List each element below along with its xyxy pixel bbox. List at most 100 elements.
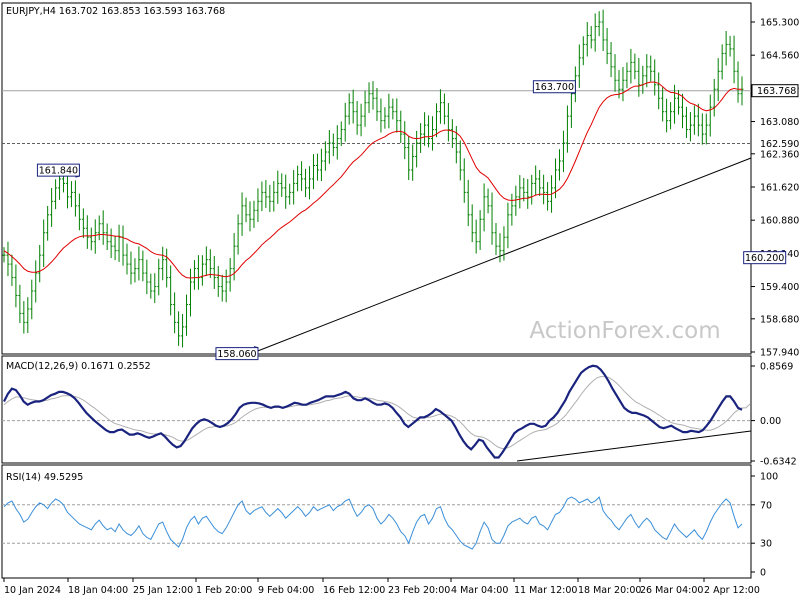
ohlc-bar [188, 268, 192, 317]
ohlc-bar [89, 227, 93, 251]
ohlc-bar [434, 103, 438, 138]
annotation-leader [75, 175, 80, 178]
ohlc-bar [268, 184, 272, 213]
x-tick-label: 10 Jan 2024 [4, 585, 61, 596]
price-tick-label: 158.680 [760, 314, 799, 325]
ohlc-bar [645, 54, 649, 88]
ohlc-bar [621, 67, 625, 102]
ohlc-bar [177, 311, 181, 346]
ohlc-bar [673, 84, 677, 124]
ohlc-bar [181, 314, 185, 348]
ohlc-bar [462, 158, 466, 203]
price-annotations: 161.840158.060163.700160.200165.330162.5… [36, 80, 787, 361]
price-trendline [249, 157, 752, 355]
ohlc-bar [200, 255, 204, 286]
macd-signal-line [3, 376, 751, 450]
ohlc-bar [546, 182, 550, 211]
ohlc-bar [478, 210, 482, 250]
ohlc-bar [486, 188, 490, 214]
ohlc-bar [657, 72, 661, 110]
ohlc-bar [712, 78, 716, 117]
annotation-label: 158.060 [217, 349, 256, 360]
ohlc-bar [14, 264, 18, 308]
level-price-axis-label: 162.590 [760, 139, 799, 150]
annotation-leader [253, 346, 259, 349]
ohlc-bar [720, 44, 724, 80]
price-tick-label: 164.560 [760, 51, 799, 62]
ohlc-bar [466, 179, 470, 227]
rsi-tick-label: 30 [760, 539, 772, 550]
x-tick-label: 18 Mar 20:00 [578, 585, 641, 596]
ohlc-bar [296, 165, 300, 192]
ohlc-bar [506, 202, 510, 249]
ohlc-bar [335, 125, 339, 160]
ohlc-bar [137, 246, 141, 281]
ohlc-bar [395, 98, 399, 133]
rsi-line [3, 496, 743, 550]
ohlc-bar [716, 58, 720, 102]
ohlc-bar [161, 246, 165, 281]
ohlc-bar [34, 260, 38, 303]
ohlc-bar [522, 177, 526, 202]
ohlc-bar [192, 260, 196, 290]
ohlc-bar [708, 94, 712, 137]
ohlc-bar [30, 279, 34, 320]
ohlc-bar [331, 133, 335, 157]
ohlc-bar [450, 119, 454, 149]
ohlc-bar [38, 244, 42, 283]
ohlc-bar [375, 87, 379, 121]
macd-tick-label: -0.6342 [760, 457, 797, 468]
ohlc-bar [292, 169, 296, 205]
ohlc-bar [502, 226, 506, 261]
last-price-tag [751, 84, 799, 98]
ohlc-bar [649, 55, 653, 82]
price-tick-label: 159.400 [760, 282, 799, 293]
ohlc-bar [109, 228, 113, 259]
rsi-axis: 100 70 30 0 [2, 472, 778, 579]
ohlc-bar [18, 284, 22, 324]
ohlc-bar [542, 174, 546, 205]
rsi-panel-frame [1, 464, 752, 579]
ohlc-bar [442, 93, 446, 125]
ohlc-bar [248, 201, 252, 232]
ohlc-bar [605, 28, 609, 65]
ohlc-bar [387, 93, 391, 129]
ohlc-bar [165, 248, 169, 288]
price-axis: 165.300164.560163.820163.080162.360161.6… [751, 18, 799, 359]
ohlc-bar [589, 25, 593, 49]
ohlc-bar [97, 215, 101, 241]
ohlc-bar [300, 161, 304, 191]
ohlc-bar [236, 214, 240, 255]
x-tick-label: 23 Feb 20:00 [388, 585, 450, 596]
ohlc-bar [153, 273, 157, 304]
ohlc-bar [629, 48, 633, 84]
ohlc-bar [581, 36, 585, 66]
ohlc-bar [216, 266, 220, 297]
last-price-marker: 163.768 [751, 84, 799, 98]
ohlc-bar [653, 59, 657, 96]
ohlc-bar [415, 130, 419, 168]
ohlc-bar [244, 197, 248, 223]
price-annotation: 160.200 [743, 250, 787, 264]
macd-line [3, 364, 743, 459]
rsi-tick-label: 70 [760, 500, 772, 511]
ohlc-bar [280, 173, 284, 197]
ohlc-bar [557, 149, 561, 181]
price-tick-label: 165.300 [760, 18, 799, 29]
ohlc-bar [65, 170, 69, 209]
ohlc-bar [577, 44, 581, 88]
ohlc-bar [208, 249, 212, 278]
ohlc-bar [304, 168, 308, 198]
ohlc-bar [482, 183, 486, 232]
ohlc-bar [391, 98, 395, 120]
ohlc-bar [327, 130, 331, 164]
ohlc-bar [240, 192, 244, 236]
ohlc-bar [347, 93, 351, 125]
ohlc-bar [113, 235, 117, 261]
x-tick-label: 26 Mar 04:00 [640, 585, 703, 596]
ohlc-bar [597, 11, 601, 37]
ohlc-bar [77, 193, 81, 231]
ohlc-bar [403, 121, 407, 160]
ohlc-bar [232, 233, 236, 281]
